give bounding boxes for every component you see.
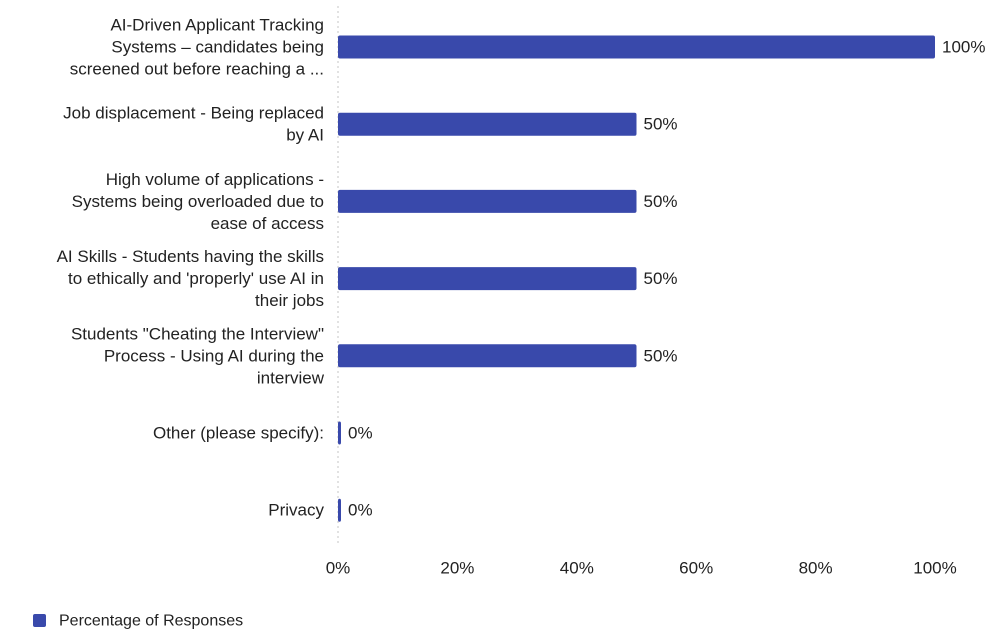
legend-swatch xyxy=(33,614,46,627)
bar-4 xyxy=(338,344,637,368)
data-label-4: 50% xyxy=(644,346,678,365)
category-label-1: Job displacement - Being replaced by AI xyxy=(63,104,324,145)
bar-0 xyxy=(338,35,935,59)
category-label-6: Privacy xyxy=(268,501,324,520)
category-label-4: Students "Cheating the Interview" Process… xyxy=(71,324,325,387)
data-label-0: 100% xyxy=(942,38,985,57)
bar-5 xyxy=(338,421,341,445)
bar-3 xyxy=(338,267,637,291)
legend-label: Percentage of Responses xyxy=(59,613,243,630)
x-tick-label-0: 0% xyxy=(326,559,351,578)
data-label-3: 50% xyxy=(644,269,678,288)
bars-layer xyxy=(338,35,935,522)
data-label-5: 0% xyxy=(348,424,373,443)
x-tick-label-4: 80% xyxy=(799,559,833,578)
category-label-0: AI-Driven Applicant Tracking Systems – ca… xyxy=(70,16,324,79)
x-axis-ticks: 0% 20% 40% 60% 80% 100% xyxy=(326,559,957,578)
data-label-2: 50% xyxy=(644,192,678,211)
x-tick-label-3: 60% xyxy=(679,559,713,578)
data-label-1: 50% xyxy=(644,115,678,134)
x-tick-label-2: 40% xyxy=(560,559,594,578)
bar-2 xyxy=(338,189,637,213)
bar-1 xyxy=(338,112,637,136)
x-tick-label-5: 100% xyxy=(913,559,956,578)
legend: Percentage of Responses xyxy=(33,613,243,630)
category-label-5: Other (please specify): xyxy=(153,424,324,443)
bar-6 xyxy=(338,498,341,522)
x-tick-label-1: 20% xyxy=(440,559,474,578)
category-labels: AI-Driven Applicant Tracking Systems – ca… xyxy=(57,16,325,520)
data-label-6: 0% xyxy=(348,501,373,520)
category-label-3: AI Skills - Students having the skills to… xyxy=(57,247,324,310)
data-labels: 100% 50% 50% 50% 50% 0% 0% xyxy=(348,38,985,520)
category-label-2: High volume of applications -Systems bei… xyxy=(72,170,324,233)
